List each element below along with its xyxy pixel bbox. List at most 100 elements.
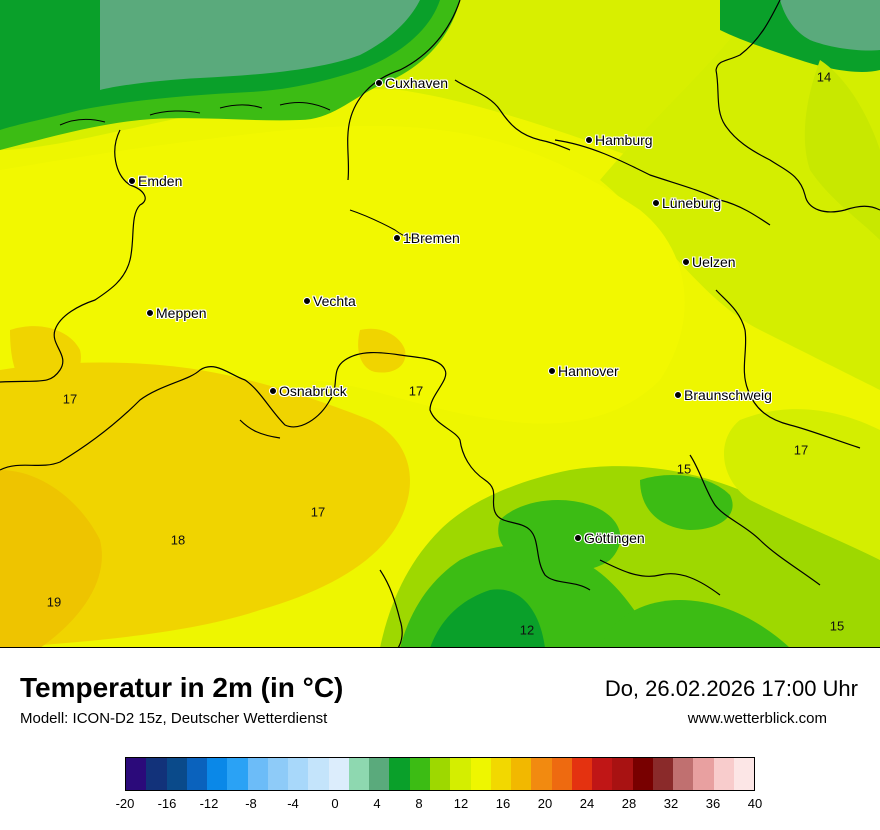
temperature-value: 14 bbox=[816, 69, 832, 85]
city-label: Vechta bbox=[313, 293, 356, 309]
legend-swatch bbox=[328, 758, 349, 790]
city-marker-icon bbox=[548, 367, 556, 375]
legend-swatch bbox=[348, 758, 370, 790]
city-marker-icon bbox=[375, 79, 383, 87]
city-vechta: Vechta bbox=[303, 293, 356, 309]
city-marker-icon bbox=[585, 136, 593, 144]
website-link[interactable]: www.wetterblick.com bbox=[687, 710, 827, 727]
city-label: Emden bbox=[138, 173, 183, 189]
temperature-value: 17 bbox=[310, 504, 326, 520]
legend-tick-label: 16 bbox=[495, 796, 511, 811]
city-bremen: 1Bremen bbox=[393, 230, 460, 246]
legend-tick-label: -16 bbox=[157, 796, 177, 811]
legend-tick-label: 8 bbox=[415, 796, 423, 811]
legend-swatch bbox=[207, 758, 228, 790]
city-marker-icon bbox=[652, 199, 660, 207]
legend-swatch bbox=[652, 758, 674, 790]
city-marker-icon bbox=[269, 387, 277, 395]
legend-swatch bbox=[490, 758, 512, 790]
legend-swatch bbox=[531, 758, 552, 790]
model-source: Modell: ICON-D2 15z, Deutscher Wetterdie… bbox=[20, 710, 328, 727]
temperature-value: 15 bbox=[676, 461, 692, 477]
city-marker-icon bbox=[146, 309, 154, 317]
city-label: Hannover bbox=[558, 363, 619, 379]
city-label: Uelzen bbox=[692, 254, 736, 270]
legend-swatch bbox=[288, 758, 309, 790]
city-label: Braunschweig bbox=[684, 387, 772, 403]
legend-swatch bbox=[592, 758, 613, 790]
legend-tick-label: -20 bbox=[115, 796, 135, 811]
legend-swatch bbox=[369, 758, 390, 790]
city-osnabrueck: Osnabrück bbox=[269, 383, 347, 399]
legend-swatch bbox=[409, 758, 430, 790]
city-marker-icon bbox=[393, 234, 401, 242]
city-marker-icon bbox=[682, 258, 690, 266]
legend-swatch bbox=[713, 758, 734, 790]
temperature-value: 12 bbox=[519, 622, 535, 638]
city-meppen: Meppen bbox=[146, 305, 207, 321]
legend-swatch bbox=[612, 758, 633, 790]
legend-swatch bbox=[571, 758, 593, 790]
legend-swatch bbox=[632, 758, 653, 790]
forecast-datetime: Do, 26.02.2026 17:00 Uhr bbox=[604, 676, 858, 701]
legend-tick-label: -12 bbox=[199, 796, 219, 811]
temperature-value: 15 bbox=[829, 618, 845, 634]
legend-tick-label: 32 bbox=[663, 796, 679, 811]
legend-tick-labels: -20 -16 -12 -8 -4 0 4 8 12 16 20 24 28 32 36 40 bbox=[116, 796, 763, 816]
legend-swatch bbox=[389, 758, 410, 790]
legend-swatch bbox=[450, 758, 471, 790]
city-hamburg: Hamburg bbox=[585, 132, 653, 148]
city-braunschweig: Braunschweig bbox=[674, 387, 772, 403]
legend-swatch bbox=[267, 758, 289, 790]
city-marker-icon bbox=[574, 534, 582, 542]
city-label: Meppen bbox=[156, 305, 207, 321]
legend-tick-label: 28 bbox=[621, 796, 637, 811]
city-label: 1Bremen bbox=[403, 230, 460, 246]
legend-tick-label: 4 bbox=[373, 796, 381, 811]
temperature-value: 17 bbox=[62, 391, 78, 407]
legend-tick-label: 24 bbox=[579, 796, 595, 811]
color-legend bbox=[125, 757, 755, 791]
legend-tick-label: 36 bbox=[705, 796, 721, 811]
legend-swatch bbox=[247, 758, 268, 790]
legend-tick-label: 40 bbox=[747, 796, 763, 811]
legend-swatch bbox=[511, 758, 532, 790]
city-label: Hamburg bbox=[595, 132, 653, 148]
city-lueneburg: Lüneburg bbox=[652, 195, 721, 211]
temperature-field bbox=[0, 0, 880, 647]
city-marker-icon bbox=[674, 391, 682, 399]
city-label: Cuxhaven bbox=[385, 75, 449, 91]
temperature-value: 19 bbox=[46, 594, 62, 610]
city-goettingen: Göttingen bbox=[574, 530, 645, 546]
temperature-value: 18 bbox=[170, 532, 186, 548]
legend-swatch bbox=[227, 758, 248, 790]
city-uelzen: Uelzen bbox=[682, 254, 736, 270]
city-cuxhaven: Cuxhaven bbox=[375, 75, 448, 91]
city-label: Osnabrück bbox=[279, 383, 347, 399]
legend-swatch bbox=[470, 758, 491, 790]
city-label: Lüneburg bbox=[662, 195, 722, 211]
legend-swatch bbox=[429, 758, 451, 790]
city-hannover: Hannover bbox=[548, 363, 619, 379]
legend-tick-label: -4 bbox=[287, 796, 299, 811]
city-emden: Emden bbox=[128, 173, 182, 189]
city-marker-icon bbox=[128, 177, 136, 185]
legend-swatch bbox=[186, 758, 208, 790]
legend-tick-label: -8 bbox=[245, 796, 257, 811]
city-label: Göttingen bbox=[584, 530, 645, 546]
legend-tick-label: 12 bbox=[453, 796, 469, 811]
weather-map: Cuxhaven Hamburg Emden Lüneburg 1Bremen … bbox=[0, 0, 880, 648]
legend-tick-label: 20 bbox=[537, 796, 553, 811]
legend-swatch bbox=[733, 758, 755, 790]
city-marker-icon bbox=[303, 297, 311, 305]
legend-swatch bbox=[126, 758, 147, 790]
map-title: Temperatur in 2m (in °C) bbox=[20, 672, 344, 703]
legend-swatch bbox=[551, 758, 572, 790]
temperature-value: 17 bbox=[793, 442, 809, 458]
legend-swatch bbox=[146, 758, 167, 790]
map-footer: Temperatur in 2m (in °C) Modell: ICON-D2… bbox=[0, 648, 880, 830]
legend-swatch bbox=[166, 758, 187, 790]
legend-swatch bbox=[673, 758, 694, 790]
legend-tick-label: 0 bbox=[331, 796, 339, 811]
legend-swatch bbox=[693, 758, 714, 790]
